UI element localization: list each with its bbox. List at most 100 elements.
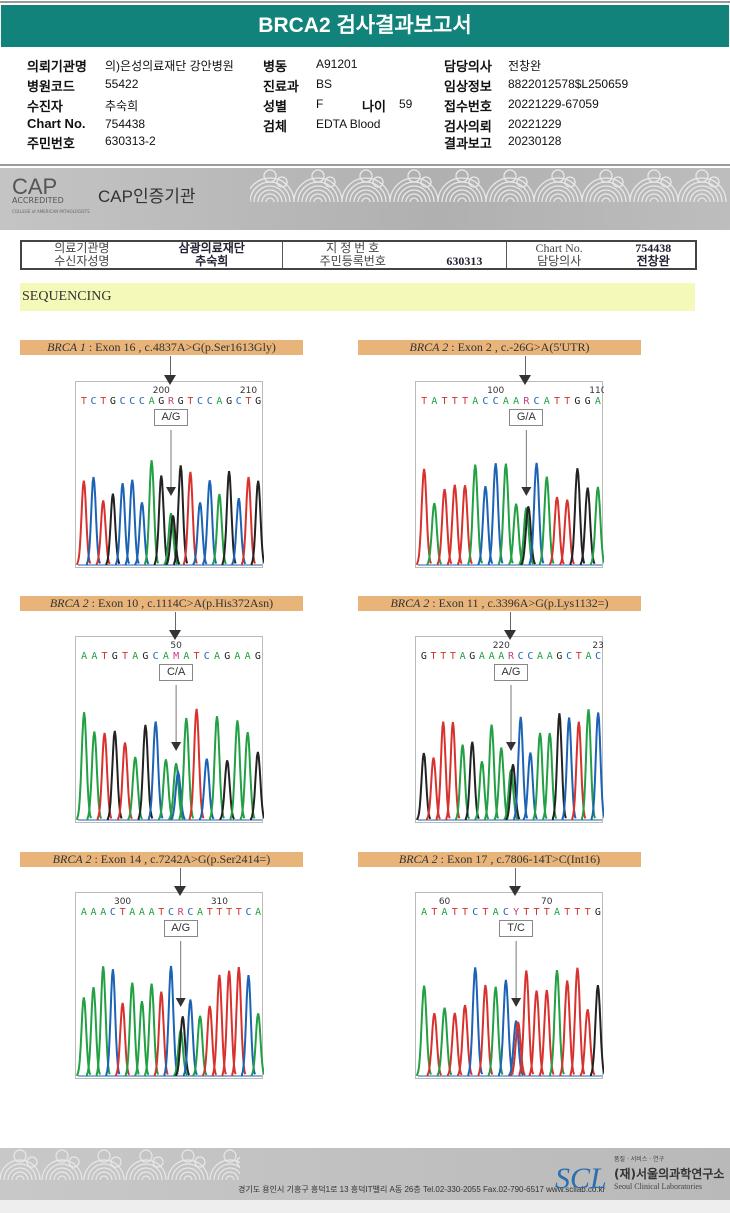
base-call: T bbox=[452, 907, 458, 918]
chromatogram: G T T T A G A A A R C C A A G C T A C 220 23 A/G bbox=[415, 636, 604, 823]
peak-T bbox=[571, 721, 587, 821]
base-call: G bbox=[226, 396, 232, 407]
chromatogram: A A A C T A A A T C R C A T T T T C A 300 310 A/G bbox=[75, 892, 264, 1079]
gene-name: BRCA 2 bbox=[390, 596, 430, 610]
cell bbox=[423, 241, 507, 255]
base-call: A bbox=[585, 651, 591, 662]
peak-A bbox=[484, 724, 500, 821]
base-call: T bbox=[576, 651, 582, 662]
peak-T bbox=[76, 480, 92, 566]
base-call: A bbox=[139, 907, 145, 918]
peak-A bbox=[124, 982, 140, 1077]
footer-address: 경기도 용인시 기흥구 흥덕1로 13 흥덕IT밸리 A동 26층 Tel.02… bbox=[238, 1185, 606, 1194]
base-call: A bbox=[81, 907, 87, 918]
peak-G bbox=[551, 713, 567, 821]
base-call: T bbox=[102, 651, 108, 662]
base-call: A bbox=[255, 907, 261, 918]
peak-G bbox=[250, 480, 264, 566]
peak-A bbox=[436, 1007, 453, 1077]
cap-accredited: ACCREDITED bbox=[12, 196, 64, 205]
cap-certified-label: CAP인증기관 bbox=[98, 187, 196, 206]
peak-A bbox=[467, 464, 484, 566]
pointer-arrow-icon bbox=[521, 487, 532, 496]
base-call: T bbox=[523, 907, 529, 918]
cell: 전창완 bbox=[636, 254, 670, 268]
peak-A bbox=[157, 759, 174, 821]
base-call: A bbox=[100, 907, 106, 918]
cap-logo: CAP bbox=[12, 174, 58, 199]
info-label: 성별 bbox=[263, 99, 287, 114]
base-call: T bbox=[564, 396, 570, 407]
base-call: G bbox=[110, 396, 116, 407]
base-call: A bbox=[595, 396, 601, 407]
pointer-arrow-icon bbox=[506, 742, 516, 751]
peak-A bbox=[580, 709, 596, 821]
peak-G bbox=[579, 487, 596, 566]
base-call: G bbox=[158, 396, 164, 407]
base-call: A bbox=[81, 651, 87, 662]
info-value: A91201 bbox=[316, 57, 358, 71]
call-label: G/A bbox=[509, 409, 544, 426]
info-label: 결과보고 bbox=[444, 136, 492, 151]
call-label: A/G bbox=[494, 664, 528, 681]
base-call: T bbox=[158, 907, 164, 918]
base-call: A bbox=[460, 651, 466, 662]
base-call: T bbox=[462, 396, 468, 407]
variant-description: : Exon 10 , c.1114C>A(p.His372Asn) bbox=[88, 596, 274, 610]
peak-T bbox=[211, 974, 227, 1077]
base-call: T bbox=[462, 907, 468, 918]
cell: 삼광의료재단 bbox=[178, 241, 245, 255]
peak-G bbox=[569, 468, 586, 566]
peak-T bbox=[117, 742, 133, 821]
peak-T bbox=[436, 488, 453, 566]
position-tick: 220 bbox=[493, 641, 510, 651]
base-call: C bbox=[168, 907, 174, 918]
peak-T bbox=[477, 984, 494, 1077]
peak-C bbox=[170, 768, 186, 821]
peak-G bbox=[137, 724, 154, 821]
gene-name: BRCA 2 bbox=[49, 596, 89, 610]
base-call: T bbox=[554, 396, 560, 407]
peak-T bbox=[528, 990, 545, 1077]
base-call: A bbox=[132, 651, 138, 662]
call-label: T/C bbox=[499, 920, 534, 937]
down-arrow-icon bbox=[173, 886, 186, 896]
report-title: BRCA2 검사결과보고서 bbox=[1, 5, 729, 47]
panel-header: BRCA 2 : Exon 17 , c.7806-14T>C(Int16) bbox=[358, 852, 641, 867]
base-call: G bbox=[178, 396, 184, 407]
panel-header: BRCA 2 : Exon 14 , c.7242A>G(p.Ser2414=) bbox=[20, 852, 303, 867]
base-call: A bbox=[149, 907, 155, 918]
base-call: T bbox=[207, 907, 213, 918]
info-value: 의)은성의료재단 강안병원 bbox=[105, 59, 234, 73]
chromatogram: T A T T T A C C A A R C A T T G G A 100 110 G/A bbox=[415, 381, 604, 568]
base-call: T bbox=[450, 651, 456, 662]
call-label: A/G bbox=[154, 409, 188, 426]
footer-tagline: 품질 · 서비스 · 연구 bbox=[614, 1156, 665, 1163]
base-call: C bbox=[503, 907, 509, 918]
peak-T bbox=[445, 721, 461, 821]
peak-C bbox=[182, 999, 198, 1077]
info-value: BS bbox=[316, 77, 333, 91]
peak-A bbox=[76, 997, 92, 1077]
peak-T bbox=[96, 732, 113, 821]
peak-C bbox=[497, 979, 514, 1077]
peak-C bbox=[477, 486, 494, 566]
peak-T bbox=[426, 1012, 443, 1077]
info-label: 검사의뢰 bbox=[444, 119, 492, 134]
peak-G bbox=[221, 470, 237, 566]
peak-A bbox=[416, 985, 432, 1077]
peak-G bbox=[249, 751, 264, 821]
peak-A bbox=[178, 717, 195, 821]
arrow-line bbox=[170, 356, 171, 377]
base-call: T bbox=[187, 396, 193, 407]
divider bbox=[0, 164, 730, 166]
position-tick: 100 bbox=[487, 386, 504, 396]
section-title: SEQUENCING bbox=[20, 283, 695, 311]
base-call: T bbox=[574, 907, 580, 918]
footer-org: (재)서울의과학연구소 bbox=[614, 1167, 725, 1181]
down-arrow-icon bbox=[164, 375, 176, 385]
peak-C bbox=[147, 721, 164, 821]
peak-G bbox=[505, 764, 521, 821]
base-call: T bbox=[236, 907, 242, 918]
pointer-arrow-icon bbox=[511, 998, 522, 1007]
